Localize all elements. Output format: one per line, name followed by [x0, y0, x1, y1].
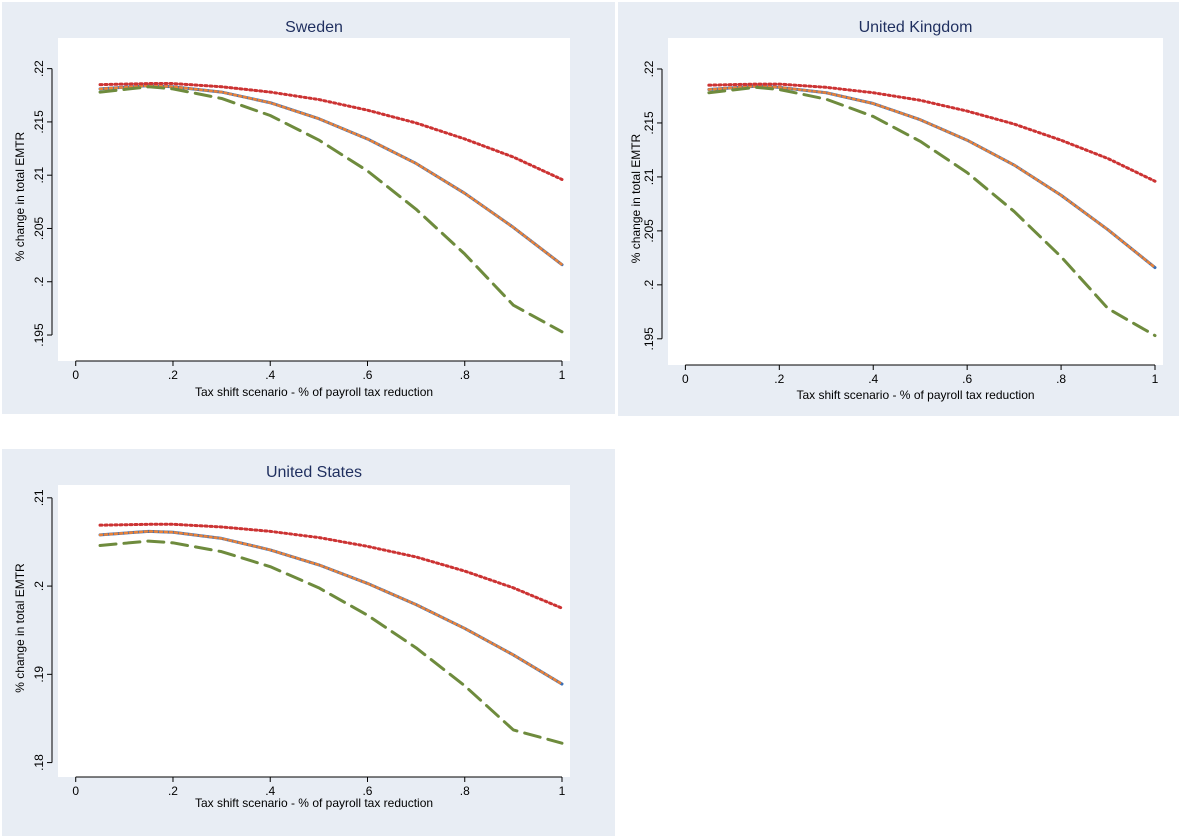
x-tick-label: .4 [265, 784, 275, 798]
y-tick-label: .2 [32, 581, 46, 591]
x-tick-label: 1 [1152, 372, 1159, 386]
chart-panel-sweden: 0 .2 .4 .6 .8 1 .195 .2 .205 .21 .215 .22 Sweden Tax … [2, 2, 615, 414]
y-tick-label: .22 [32, 60, 46, 77]
x-tick-label: .2 [168, 784, 178, 798]
plot-area [58, 38, 570, 361]
series-line-dot [98, 522, 564, 610]
x-tick-label: 0 [72, 368, 79, 382]
x-axis-title: Tax shift scenario - % of payroll tax re… [195, 796, 433, 810]
series-line-dash [98, 85, 564, 334]
y-axis-title: % change in total EMTR [629, 133, 643, 263]
y-tick-label: .195 [32, 323, 46, 347]
series-line-dash [707, 85, 1157, 338]
x-tick-label: .8 [460, 784, 470, 798]
x-tick-label: 1 [559, 368, 566, 382]
y-tick-label: .205 [32, 216, 46, 240]
series-line-dot-overlay [98, 530, 564, 686]
y-axis-title: % change in total EMTR [13, 563, 27, 693]
y-axis-title: % change in total EMTR [13, 131, 27, 261]
series-line-dot [707, 82, 1157, 183]
plot-area [58, 485, 570, 777]
y-tick-label: .195 [642, 327, 656, 351]
chart-title: Sweden [285, 19, 343, 36]
x-tick-label: .4 [265, 368, 275, 382]
x-tick-label: .8 [460, 368, 470, 382]
y-tick-label: .21 [642, 168, 656, 185]
chart-panel-united-states: 0 .2 .4 .6 .8 1 .18 .19 .2 .21 United States Tax sh… [2, 449, 615, 836]
x-tick-label: .2 [168, 368, 178, 382]
y-tick-label: .21 [32, 489, 46, 506]
chart-title: United States [266, 464, 362, 481]
y-tick-label: .205 [642, 219, 656, 243]
y-tick-label: .2 [642, 280, 656, 290]
y-tick-label: .215 [32, 110, 46, 134]
y-tick-label: .18 [32, 754, 46, 771]
chart-svg: 0 .2 .4 .6 .8 1 .195 .2 .205 .21 .215 .22 Sweden Tax … [2, 2, 615, 414]
x-tick-label: 0 [682, 372, 689, 386]
x-tick-label: .6 [962, 372, 972, 386]
series-line-dot-overlay [707, 84, 1157, 269]
x-tick-label: .8 [1056, 372, 1066, 386]
series-line-dot [98, 82, 564, 181]
x-axis-title: Tax shift scenario - % of payroll tax re… [796, 388, 1034, 402]
y-tick-label: .22 [642, 60, 656, 77]
x-tick-label: .4 [868, 372, 878, 386]
chart-svg: 0 .2 .4 .6 .8 1 .18 .19 .2 .21 United States Tax sh… [2, 449, 615, 836]
y-tick-label: .19 [32, 666, 46, 683]
y-tick-label: .21 [32, 167, 46, 184]
chart-title: United Kingdom [859, 19, 973, 36]
x-tick-label: .6 [362, 368, 372, 382]
x-tick-label: 0 [72, 784, 79, 798]
x-axis-title: Tax shift scenario - % of payroll tax re… [195, 385, 433, 399]
y-tick-label: .215 [642, 111, 656, 135]
x-tick-label: 1 [559, 784, 566, 798]
plot-area [668, 38, 1163, 365]
series-line-dot-overlay [98, 84, 564, 266]
series-line-dash [98, 539, 564, 745]
y-tick-label: .2 [32, 276, 46, 286]
chart-panel-united-kingdom: 0 .2 .4 .6 .8 1 .195 .2 .205 .21 .215 .22 United Kin… [618, 2, 1179, 416]
x-tick-label: .6 [362, 784, 372, 798]
chart-svg: 0 .2 .4 .6 .8 1 .195 .2 .205 .21 .215 .22 United Kin… [618, 2, 1179, 416]
x-tick-label: .2 [774, 372, 784, 386]
